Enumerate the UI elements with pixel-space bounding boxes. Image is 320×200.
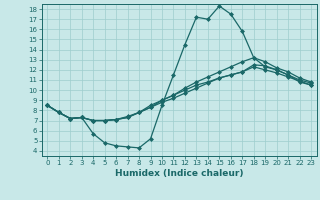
X-axis label: Humidex (Indice chaleur): Humidex (Indice chaleur): [115, 169, 244, 178]
